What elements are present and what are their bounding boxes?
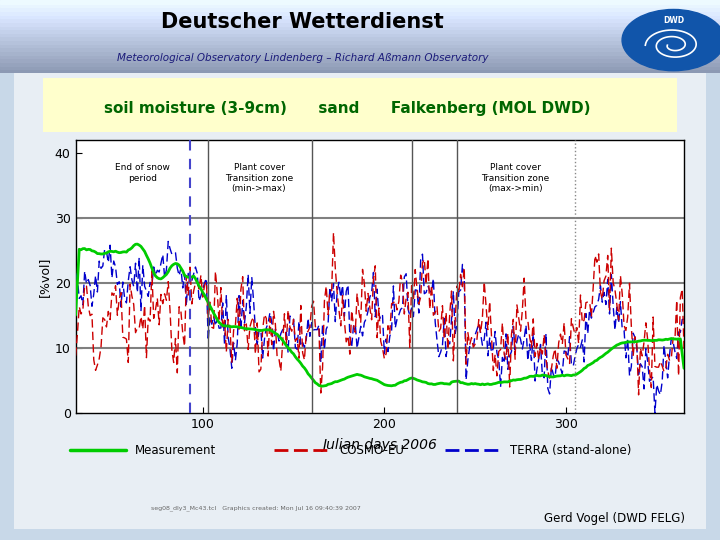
Text: Deutscher Wetterdienst: Deutscher Wetterdienst	[161, 12, 444, 32]
X-axis label: Julian days 2006: Julian days 2006	[323, 438, 437, 452]
Bar	[598, 7, 720, 11]
Text: Measurement: Measurement	[135, 443, 216, 457]
Bar	[598, 36, 720, 40]
Bar	[0, 36, 720, 40]
Text: DWD: DWD	[663, 16, 684, 25]
Bar	[598, 0, 720, 4]
Bar	[598, 44, 720, 48]
Text: soil moisture (3-9cm)      sand      Falkenberg (MOL DWD): soil moisture (3-9cm) sand Falkenberg (M…	[104, 100, 590, 116]
Bar	[598, 29, 720, 33]
Bar	[598, 58, 720, 62]
Bar	[598, 18, 720, 22]
Bar	[0, 55, 720, 58]
Text: seg08_dly3_Mc43.tcl   Graphics created: Mon Jul 16 09:40:39 2007: seg08_dly3_Mc43.tcl Graphics created: Mo…	[151, 505, 361, 511]
Bar	[0, 25, 720, 29]
Bar	[598, 40, 720, 44]
Bar	[0, 29, 720, 33]
Bar	[0, 65, 720, 69]
Text: COSMO-EU: COSMO-EU	[339, 443, 404, 457]
Y-axis label: [%vol]: [%vol]	[37, 256, 50, 297]
Bar	[0, 4, 720, 7]
Circle shape	[622, 10, 720, 71]
Text: Gerd Vogel (DWD FELG): Gerd Vogel (DWD FELG)	[544, 512, 685, 525]
Bar	[0, 44, 720, 48]
Bar	[0, 48, 720, 51]
Bar	[0, 18, 720, 22]
Bar	[0, 62, 720, 65]
Bar	[598, 69, 720, 73]
Bar	[598, 65, 720, 69]
Bar	[598, 48, 720, 51]
Bar	[598, 15, 720, 18]
Bar	[598, 55, 720, 58]
Bar	[0, 69, 720, 73]
Bar	[0, 11, 720, 15]
Bar	[0, 40, 720, 44]
Text: End of snow
period: End of snow period	[115, 163, 170, 183]
Bar	[598, 22, 720, 25]
Text: Plant cover
Transition zone
(min->max): Plant cover Transition zone (min->max)	[225, 163, 293, 193]
Bar	[0, 51, 720, 55]
Bar	[598, 62, 720, 65]
Bar	[0, 33, 720, 36]
Bar	[0, 22, 720, 25]
Bar	[598, 25, 720, 29]
Text: Plant cover
Transition zone
(max->min): Plant cover Transition zone (max->min)	[481, 163, 549, 193]
Bar	[598, 33, 720, 36]
Bar	[0, 0, 720, 4]
Text: Meteorological Observatory Lindenberg – Richard Aßmann Observatory: Meteorological Observatory Lindenberg – …	[117, 53, 488, 63]
Bar	[598, 11, 720, 15]
Bar	[598, 4, 720, 7]
Text: TERRA (stand-alone): TERRA (stand-alone)	[510, 443, 631, 457]
Bar	[0, 58, 720, 62]
Bar	[0, 15, 720, 18]
Bar	[598, 51, 720, 55]
Bar	[0, 7, 720, 11]
